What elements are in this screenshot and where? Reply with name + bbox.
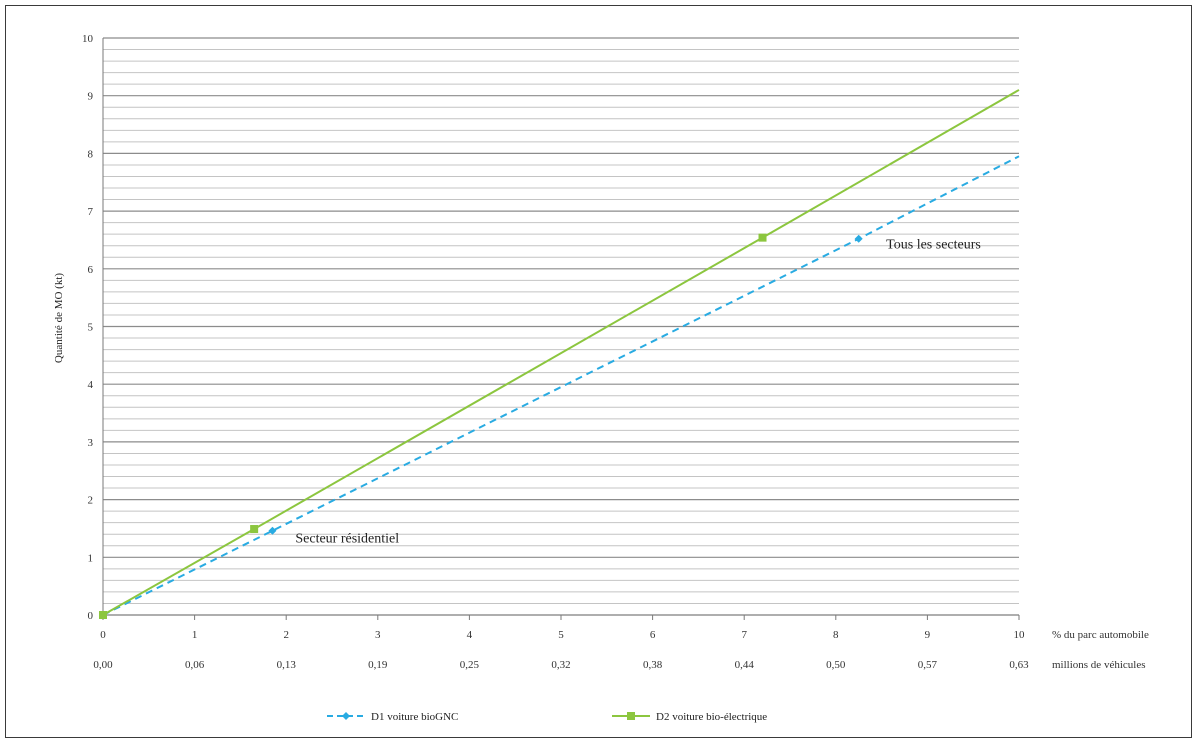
series-line-1 — [102, 155, 1020, 616]
series-lines — [102, 89, 1020, 616]
x-secondary-tick-label: 0,50 — [826, 659, 846, 671]
x-tick-label: 8 — [833, 629, 839, 641]
y-tick-label: 3 — [88, 437, 94, 449]
x-axis-secondary-label: millions de véhicules — [1052, 659, 1145, 671]
series-markers — [99, 233, 863, 619]
y-tick-label: 8 — [88, 148, 94, 160]
x-secondary-tick-labels: 0,00 0,06 0,13 0,19 0,25 0,32 0,38 0,44 0,50 0,57… — [93, 659, 1029, 671]
series-marker-square — [250, 525, 259, 534]
annotations: Secteur résidentiel Tous les secteurs — [295, 238, 980, 547]
x-tick-label: 2 — [283, 629, 289, 641]
series-line-2 — [102, 89, 1020, 616]
legend-marker-square — [627, 712, 635, 720]
y-axis-label: Quantité de MO (kt) — [53, 273, 65, 363]
series-marker-square — [758, 233, 767, 242]
legend-label-1: D1 voiture bioGNC — [371, 711, 458, 723]
x-secondary-tick-label: 0,06 — [185, 659, 205, 671]
x-tick-label: 6 — [650, 629, 656, 641]
series-marker-square — [99, 611, 107, 619]
legend-marker-diamond — [342, 712, 350, 720]
x-tick-label: 5 — [558, 629, 564, 641]
y-tick-label: 6 — [88, 264, 94, 276]
x-tick-label: 10 — [1014, 629, 1026, 641]
y-tick-label: 5 — [88, 322, 94, 334]
annotation-label: Secteur résidentiel — [295, 531, 399, 546]
y-tick-label: 1 — [88, 552, 94, 564]
x-secondary-tick-label: 0,57 — [918, 659, 938, 671]
y-tick-label: 2 — [88, 495, 94, 507]
x-secondary-tick-label: 0,38 — [643, 659, 663, 671]
series-marker-diamond — [854, 234, 863, 243]
x-tick-label: 0 — [100, 629, 106, 641]
x-secondary-tick-label: 0,25 — [460, 659, 480, 671]
x-axis-label: % du parc automobile — [1052, 629, 1149, 641]
x-secondary-tick-label: 0,19 — [368, 659, 388, 671]
series-marker-diamond — [268, 526, 277, 535]
legend-label-2: D2 voiture bio-électrique — [656, 711, 767, 723]
y-tick-label: 7 — [88, 206, 94, 218]
x-secondary-tick-label: 0,13 — [277, 659, 297, 671]
x-secondary-tick-label: 0,32 — [551, 659, 570, 671]
x-tick-label: 7 — [741, 629, 747, 641]
x-tick-label: 4 — [467, 629, 473, 641]
y-tick-label: 0 — [88, 610, 94, 622]
x-tick-label: 1 — [192, 629, 198, 641]
chart-frame — [5, 5, 1192, 738]
x-secondary-tick-label: 0,63 — [1009, 659, 1029, 671]
y-tick-label: 10 — [82, 33, 94, 45]
x-tick-labels: 0 1 2 3 4 5 6 7 8 9 10 — [100, 615, 1025, 641]
x-secondary-tick-label: 0,44 — [735, 659, 755, 671]
x-secondary-tick-label: 0,00 — [93, 659, 113, 671]
annotation-label: Tous les secteurs — [886, 238, 981, 253]
x-tick-label: 3 — [375, 629, 381, 641]
legend: D1 voiture bioGNC D2 voiture bio-électriq… — [327, 711, 767, 723]
x-tick-label: 9 — [925, 629, 931, 641]
y-tick-labels: 0 1 2 3 4 5 6 7 8 9 10 — [82, 33, 94, 622]
y-tick-label: 9 — [88, 91, 94, 103]
grid-lines — [102, 37, 1019, 616]
y-tick-label: 4 — [88, 379, 94, 391]
